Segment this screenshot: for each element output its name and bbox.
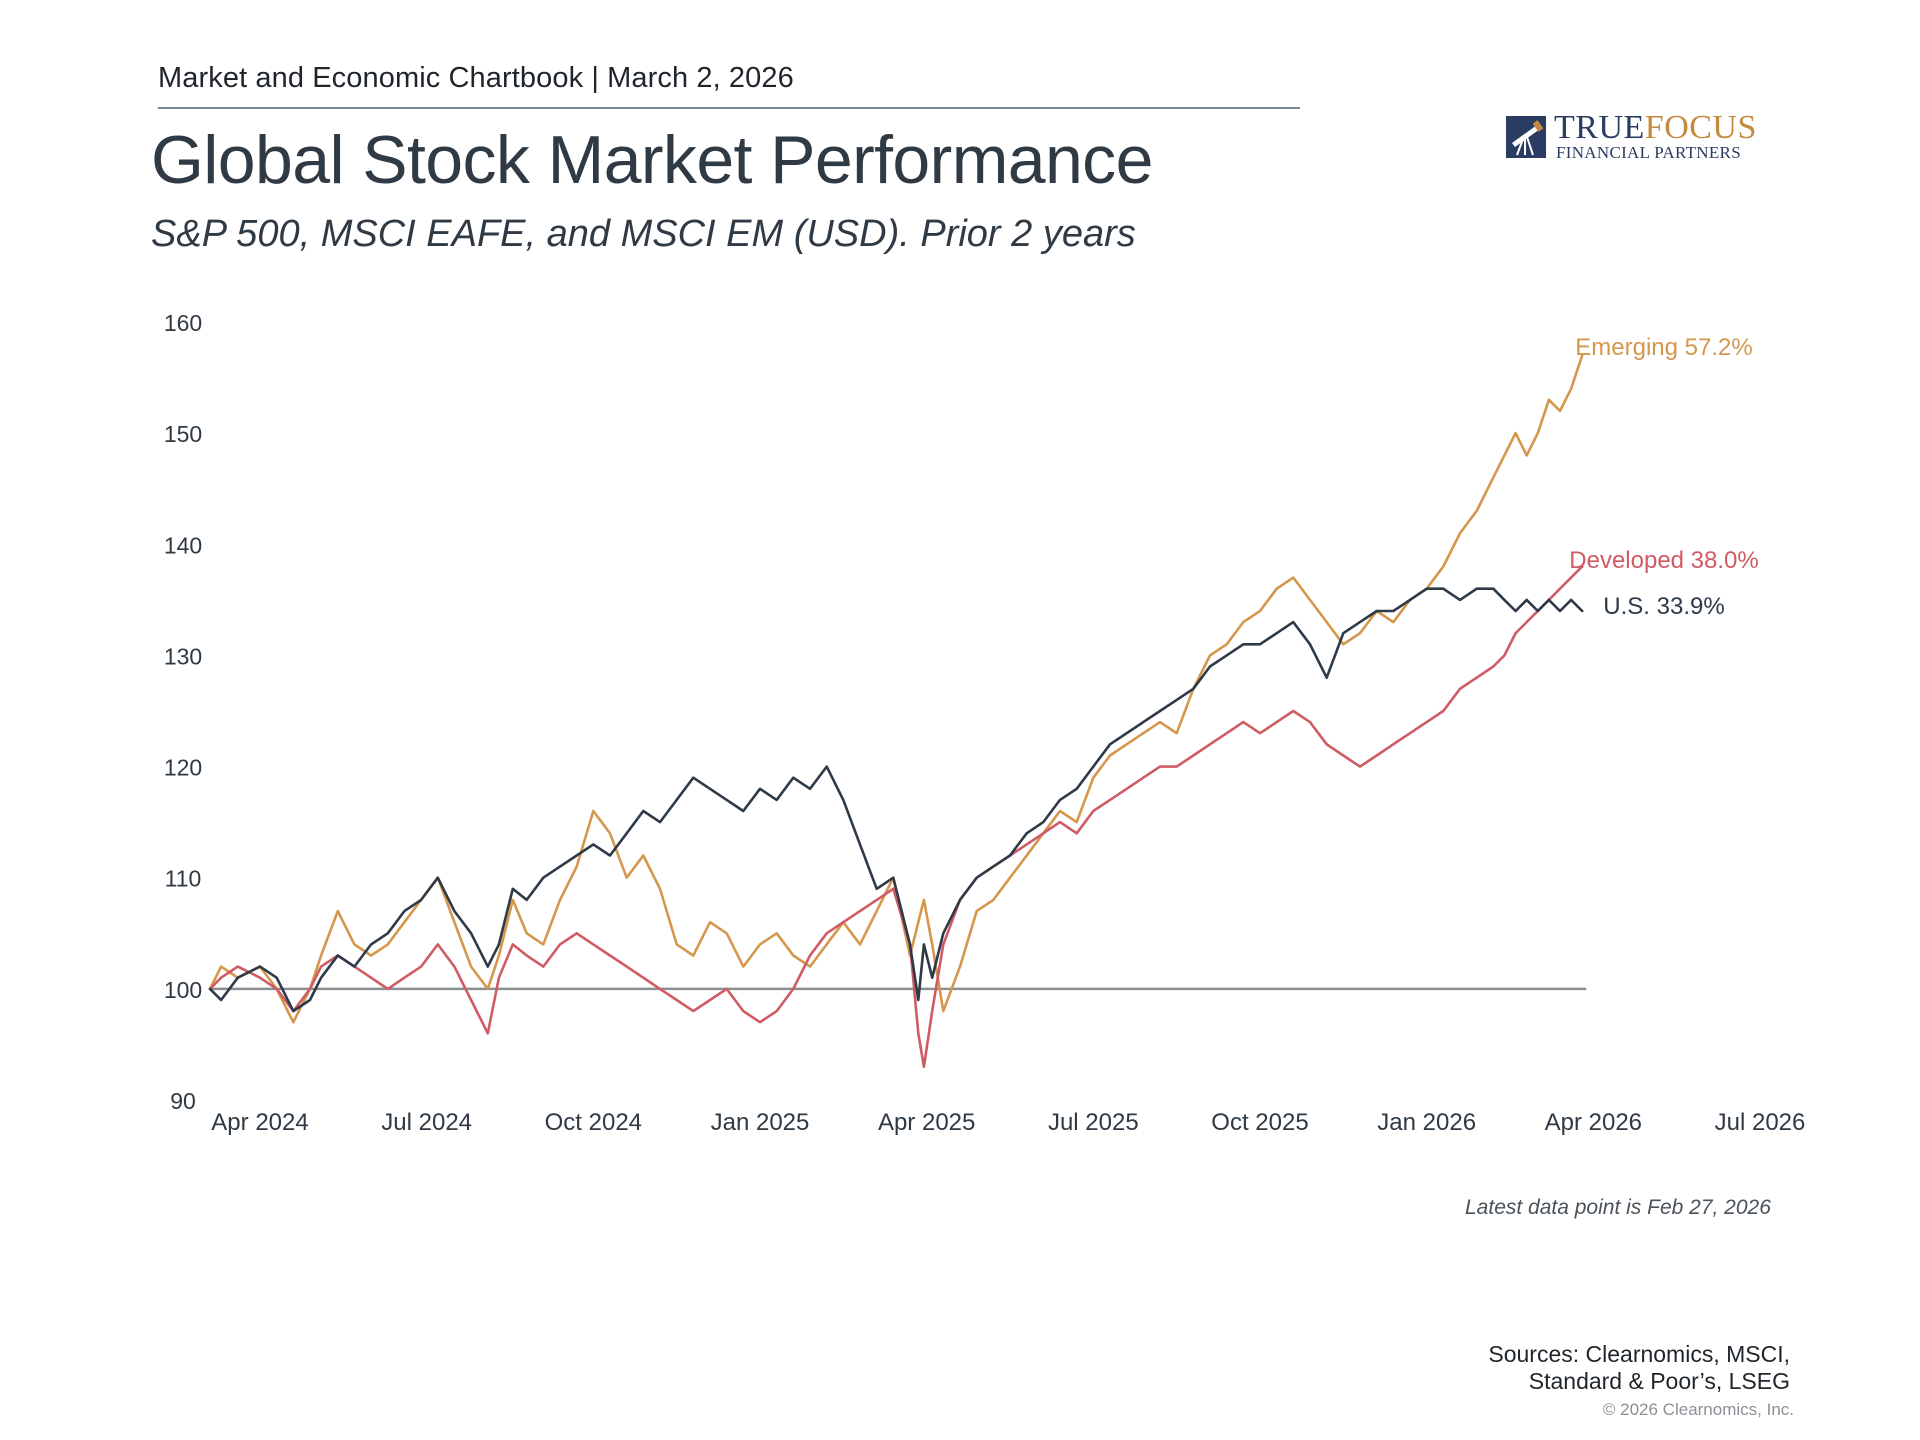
page-subtitle: S&P 500, MSCI EAFE, and MSCI EM (USD). P… — [151, 213, 1136, 255]
chartbook-header: Market and Economic Chartbook | March 2,… — [158, 62, 794, 94]
x-tick-label: Oct 2025 — [1211, 1109, 1308, 1136]
x-tick-label: Jul 2024 — [381, 1109, 472, 1136]
x-tick-label: Jan 2026 — [1377, 1109, 1476, 1136]
logo-subtitle: FINANCIAL PARTNERS — [1556, 143, 1741, 162]
y-tick-label: 110 — [165, 866, 202, 892]
logo-wordmark: TRUEFOCUS — [1554, 111, 1757, 145]
latest-data-note: Latest data point is Feb 27, 2026 — [1465, 1196, 1771, 1219]
y-tick-label: 160 — [164, 310, 202, 336]
series-label-emerging: Emerging 57.2% — [1575, 334, 1752, 361]
page-title: Global Stock Market Performance — [151, 122, 1153, 198]
x-tick-label: Apr 2026 — [1545, 1109, 1642, 1136]
series-label-developed: Developed 38.0% — [1569, 547, 1758, 574]
sources-line-2: Standard & Poor’s, LSEG — [1528, 1368, 1790, 1394]
x-tick-label: Apr 2024 — [211, 1109, 308, 1136]
series-line-us — [208, 587, 1584, 1013]
sources: Sources: Clearnomics, MSCI, Standard & P… — [1488, 1341, 1790, 1395]
telescope-logo-icon — [1506, 116, 1546, 158]
y-tick-label: 100 — [164, 977, 202, 1003]
x-tick-label: Apr 2025 — [878, 1109, 975, 1136]
y-tick-label: 140 — [164, 532, 202, 558]
x-tick-label: Jul 2025 — [1048, 1109, 1139, 1136]
y-tick-label: 130 — [164, 643, 202, 669]
x-tick-label: Oct 2024 — [545, 1109, 642, 1136]
x-tick-label: Jul 2026 — [1715, 1109, 1806, 1136]
header-divider — [158, 107, 1300, 109]
logo-word-focus: FOCUS — [1644, 109, 1757, 146]
truefocus-logo: TRUEFOCUS FINANCIAL PARTNERS — [1505, 111, 1757, 165]
y-tick-label: 150 — [164, 421, 202, 447]
series-label-us: U.S. 33.9% — [1603, 593, 1724, 620]
y-tick-label: 120 — [164, 755, 202, 781]
sources-line-1: Sources: Clearnomics, MSCI, — [1488, 1341, 1790, 1367]
series-line-emerging — [208, 353, 1584, 1024]
y-tick-label: 90 — [170, 1088, 196, 1114]
copyright: © 2026 Clearnomics, Inc. — [1602, 1400, 1794, 1419]
x-tick-label: Jan 2025 — [711, 1109, 810, 1136]
series-line-developed — [208, 565, 1584, 1068]
logo-word-true: TRUE — [1554, 109, 1645, 146]
